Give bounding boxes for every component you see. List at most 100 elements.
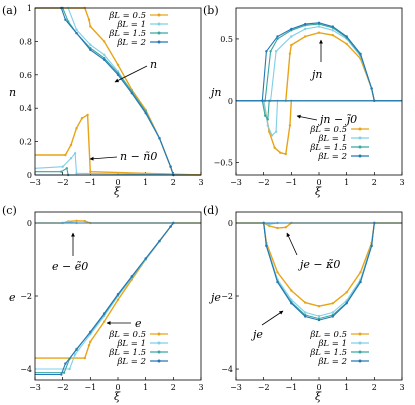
series-point-a-3 [89,48,92,51]
series-point-c-0 [87,344,91,347]
xtick-label-d: 1 [344,383,349,392]
series-point-d-0 [284,226,287,229]
series-point-b-1 [274,130,278,133]
panel-d: −3 −2 −1 0 1 2 3 −4 −2 0 βL = 0.5βL = 1βL = 1.5βL … [203,204,405,403]
series-point-b-2 [266,118,269,121]
series-point-d-3 [331,315,334,318]
series-point-a-3 [169,165,172,168]
legend-marker-a [157,31,161,35]
xtick-label-d: −2 [258,383,270,392]
legend-marker-b [358,154,362,158]
series-point-c-0 [89,340,92,343]
series-point-a-2 [65,167,69,170]
series-point-d-0 [276,271,279,274]
series-point-b-3 [304,22,307,26]
plot-area-d: −3 −2 −1 0 1 2 3 −4 −2 0 βL = 0.5βL = 1βL = 1.5βL … [221,219,404,392]
xtick-label-d: 2 [372,383,377,392]
ytick-label-a: 0.6 [19,71,32,80]
xtick-label-c: 1 [143,383,148,392]
series-point-c-3 [144,257,147,260]
legend-marker-a [157,40,161,44]
series-point-a-3 [103,58,106,61]
xtick-label-b: 2 [372,178,377,187]
xtick-label-d: −3 [230,383,242,392]
series-point-d-3 [317,318,321,322]
series-point-d-3 [345,302,348,305]
xtick-label-b: −3 [230,178,242,187]
legend-entry-d: βL = 2 [318,357,348,367]
xtick-label-b: −2 [258,178,270,187]
series-point-c-0 [103,320,106,323]
series-point-c-0 [83,356,87,360]
series-point-d-1 [317,314,321,318]
ytick-label-d: −4 [221,365,233,374]
series-line-b-2-main [236,23,402,102]
xtick-label-a: 3 [198,178,203,187]
series-point-a-3 [158,137,161,140]
series-point-d-1 [331,311,334,314]
series-point-c-2 [62,371,66,374]
series-point-a-0 [89,170,92,173]
xlabel-b: ξ [315,185,322,198]
xtick-label-c: −3 [29,383,41,392]
series-point-d-1 [304,311,307,314]
series-point-d-3 [276,280,279,284]
series-point-d-0 [359,271,362,274]
series-point-b-1 [270,134,274,137]
series-point-a-0 [69,143,73,147]
series-point-c-3 [169,225,172,228]
series-point-d-3 [304,315,307,318]
series-point-b-0 [304,35,307,38]
series-line-b-2-sub [236,100,402,121]
series-point-a-0 [75,127,78,130]
series-point-a-1 [73,152,77,155]
ytick-label-c: −4 [20,365,32,374]
arrow-n [114,65,148,83]
series-point-c-0 [75,219,78,222]
series-point-c-0 [83,219,87,223]
ytick-label-d: 0 [228,219,233,228]
legend-marker-d [358,341,362,345]
legend-marker-c [157,332,161,336]
series-point-c-1 [68,367,71,371]
series-point-a-3 [64,18,67,21]
legend-marker-b [358,136,362,140]
series-point-a-0 [103,40,106,43]
legend-marker-b [358,127,362,131]
ytick-label-b: −0.5 [214,159,233,168]
legend-entry-b: βL = 1 [318,134,348,144]
ytick-label-c: 0 [27,219,32,228]
series-point-b-3 [317,21,321,24]
xtick-label-c: 0 [115,383,120,392]
xtick-label-c: 3 [198,383,203,392]
series-point-d-0 [290,289,293,292]
series-point-d-1 [268,223,271,226]
xtick-label-a: −1 [84,178,96,187]
series-point-b-1 [290,35,293,38]
series-point-b-3 [331,25,334,28]
series-point-c-0 [116,298,120,301]
xtick-label-a: 2 [171,178,176,187]
series-point-a-0 [89,25,92,28]
annotation-n-minus: n − ñ0 [120,150,157,163]
plot-area-c: −3 −2 −1 0 1 2 3 −4 −2 0 βL = 0.5βL = 1βL = 1.5βL … [20,219,203,392]
panel-label-c: (c) [2,204,17,217]
panel-label-d: (d) [203,204,219,217]
series-point-d-3 [370,244,373,248]
annotation-n: n [150,58,157,71]
series-point-b-0 [288,52,292,55]
legend-marker-d [358,359,362,363]
series-point-a-3 [130,92,133,95]
xtick-label-a: 1 [143,178,148,187]
series-point-d-1 [290,298,293,301]
series-point-d-3 [265,244,268,248]
series-point-b-1 [274,50,278,53]
xtick-label-b: 3 [399,178,404,187]
series-point-d-3 [359,280,362,284]
legend-entry-d: βL = 1 [318,339,348,349]
series-point-a-1 [75,172,78,175]
series-point-c-3 [89,330,92,333]
series-point-a-1 [89,43,92,46]
